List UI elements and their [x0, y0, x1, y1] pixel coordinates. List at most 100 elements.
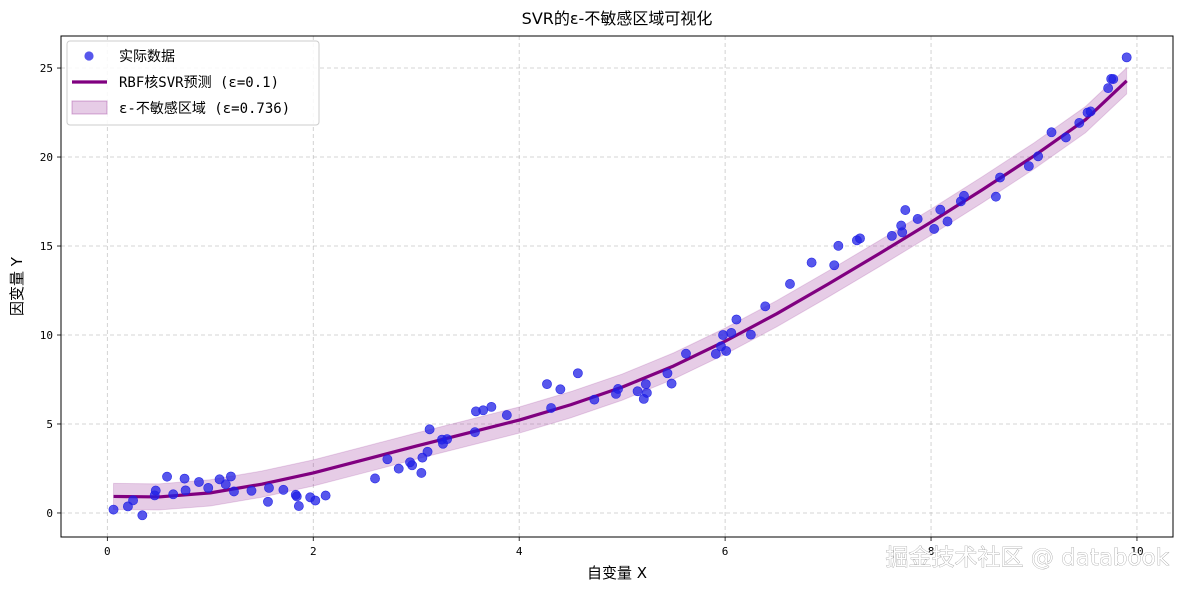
data-point	[370, 473, 380, 484]
x-tick-label: 6	[722, 545, 729, 558]
data-point	[959, 190, 969, 201]
data-point	[666, 378, 677, 389]
watermark: 掘金技术社区 @ databook	[886, 545, 1170, 571]
data-point	[291, 491, 302, 502]
data-point	[887, 230, 897, 241]
data-point	[833, 240, 844, 251]
data-point	[900, 205, 911, 215]
data-point	[995, 172, 1005, 183]
legend-label-points: 实际数据	[119, 49, 175, 65]
x-tick-label: 8	[928, 545, 935, 558]
data-point	[486, 402, 497, 412]
epsilon-band	[113, 66, 1128, 511]
y-tick-label: 20	[40, 151, 53, 164]
data-point	[162, 471, 172, 482]
data-point	[108, 504, 119, 515]
y-tick-label: 15	[40, 240, 53, 253]
legend-marker-band	[71, 100, 108, 115]
data-point	[225, 471, 236, 482]
data-point	[542, 379, 552, 390]
data-point	[194, 477, 204, 487]
data-point	[731, 314, 742, 325]
data-point	[137, 510, 148, 521]
data-point	[422, 446, 433, 457]
y-tick-label: 25	[40, 62, 53, 75]
data-point	[229, 486, 239, 497]
data-point	[785, 279, 795, 289]
legend-box	[66, 40, 320, 126]
data-point	[718, 330, 728, 340]
data-point	[640, 379, 651, 390]
data-point	[1103, 83, 1114, 94]
data-point	[179, 473, 190, 484]
data-point	[912, 214, 923, 224]
data-point	[416, 468, 427, 478]
data-point	[278, 484, 289, 495]
data-point	[150, 485, 161, 496]
x-tick-label: 10	[1130, 545, 1143, 558]
data-point	[1023, 161, 1034, 171]
data-point	[721, 346, 732, 356]
chart-title: SVR的ε-不敏感区域可视化	[522, 9, 713, 28]
data-point	[393, 463, 404, 474]
svr-prediction-line	[113, 79, 1128, 499]
data-point	[641, 387, 652, 398]
data-point	[442, 434, 453, 445]
axis-ticks: 0 2 4 6 8 10 0 5 10 15 20 25	[40, 62, 1144, 558]
x-axis-title: 自变量 X	[587, 564, 647, 582]
data-point	[760, 301, 771, 312]
data-point	[855, 233, 865, 244]
data-point	[1061, 132, 1071, 143]
y-tick-label: 10	[40, 329, 53, 342]
epsilon-band-area	[113, 66, 1128, 511]
data-point	[470, 427, 480, 438]
data-point	[572, 368, 583, 379]
data-point	[293, 501, 304, 511]
data-point	[1121, 52, 1132, 63]
data-point	[1108, 74, 1119, 84]
data-point	[745, 329, 756, 340]
data-point	[1074, 117, 1085, 128]
data-point	[1046, 127, 1057, 138]
data-point	[501, 410, 512, 420]
data-point	[1085, 106, 1096, 117]
data-point	[180, 485, 191, 496]
data-point	[991, 191, 1001, 202]
data-point	[220, 479, 231, 490]
legend-label-line: RBF核SVR预测 (ε=0.1)	[119, 75, 279, 91]
prediction-line	[113, 79, 1128, 499]
data-point	[478, 405, 489, 416]
data-point	[246, 485, 257, 496]
data-point	[203, 482, 214, 493]
data-point	[555, 384, 566, 395]
y-tick-label: 0	[46, 507, 53, 520]
data-point	[726, 327, 737, 338]
data-point	[128, 495, 138, 506]
x-tick-label: 2	[310, 545, 317, 558]
data-point	[168, 489, 179, 500]
data-point	[320, 490, 331, 501]
data-point	[1033, 151, 1044, 162]
data-point	[407, 460, 418, 471]
data-point	[929, 224, 940, 234]
legend-label-band: ε-不敏感区域 (ε=0.736)	[119, 100, 290, 117]
y-tick-label: 5	[46, 418, 53, 431]
data-point	[264, 482, 274, 493]
data-point	[382, 454, 393, 465]
plot-frame	[60, 35, 1174, 538]
data-point	[935, 204, 946, 215]
x-tick-label: 0	[104, 545, 111, 558]
data-point	[613, 384, 623, 394]
data-point	[942, 216, 953, 227]
data-point	[806, 257, 817, 268]
data-point	[263, 496, 273, 507]
data-point	[589, 394, 600, 405]
data-point	[681, 348, 691, 359]
x-tick-label: 4	[516, 545, 523, 558]
y-axis-title: 因变量 Y	[8, 256, 26, 316]
legend-marker-points	[84, 51, 94, 61]
data-point	[546, 403, 557, 413]
scatter-points	[108, 52, 1132, 521]
data-point	[424, 424, 435, 435]
